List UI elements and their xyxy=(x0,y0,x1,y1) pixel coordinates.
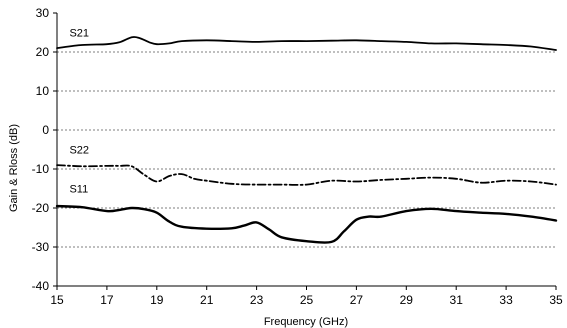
x-tick-label: 21 xyxy=(200,293,214,307)
x-tick-labels: 15 17 19 21 23 25 27 29 31 33 35 xyxy=(50,293,563,307)
grid-lines xyxy=(57,51,556,248)
x-tick-label: 29 xyxy=(400,293,414,307)
x-tick-label: 35 xyxy=(549,293,563,307)
y-tick-label: 0 xyxy=(42,123,49,137)
series-label-s21: S21 xyxy=(69,28,89,40)
x-tick-label: 27 xyxy=(350,293,364,307)
y-tick-label: -30 xyxy=(32,240,50,254)
y-tick-label: 20 xyxy=(36,45,50,59)
series-line-s22 xyxy=(56,164,557,186)
x-tick-label: 25 xyxy=(300,293,314,307)
y-tick-label: 30 xyxy=(36,6,50,20)
x-axis-label: Frequency (GHz) xyxy=(264,316,348,328)
x-tick-label: 17 xyxy=(100,293,114,307)
y-tick-label: 10 xyxy=(36,84,50,98)
x-tick-label: 23 xyxy=(250,293,264,307)
series-label-s22: S22 xyxy=(69,145,89,157)
data-series xyxy=(55,36,558,244)
x-tick-label: 31 xyxy=(450,293,464,307)
plot-axes xyxy=(53,12,557,290)
series-label-s11: S11 xyxy=(69,184,88,196)
y-tick-label: -10 xyxy=(32,162,50,176)
series-line-s21 xyxy=(56,36,557,51)
y-tick-label: -40 xyxy=(32,279,50,293)
y-tick-labels: 30 20 10 0 -10 -20 -30 -40 xyxy=(32,6,50,293)
series-line-s11 xyxy=(55,204,558,244)
y-axis-label: Gain & Rloss (dB) xyxy=(8,124,20,212)
x-tick-label: 19 xyxy=(150,293,164,307)
x-tick-label: 15 xyxy=(50,293,64,307)
y-tick-label: -20 xyxy=(32,201,50,215)
series-labels: S21 S22 S11 xyxy=(69,28,89,196)
x-tick-label: 33 xyxy=(499,293,513,307)
